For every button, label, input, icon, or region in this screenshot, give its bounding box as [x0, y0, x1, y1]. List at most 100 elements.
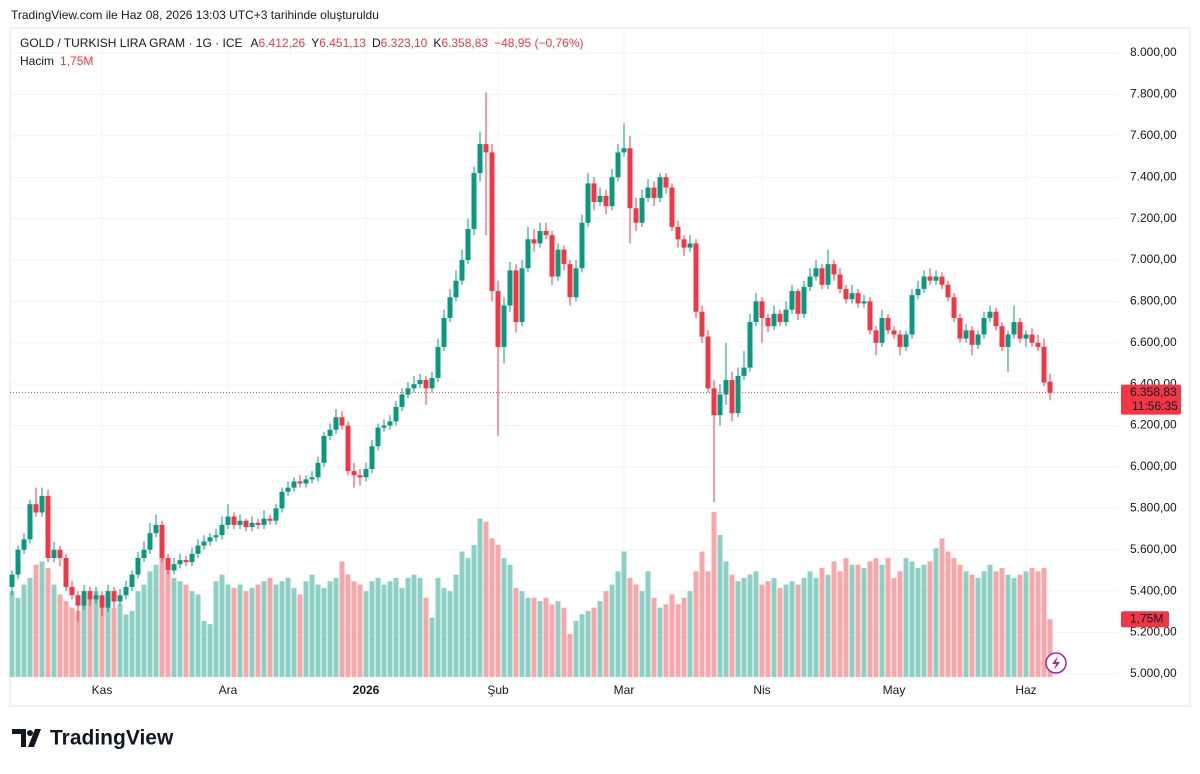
- candle-body: [837, 274, 843, 289]
- volume-bar: [579, 614, 585, 677]
- volume-bar: [321, 587, 327, 677]
- volume-bar: [423, 597, 429, 677]
- candle-body: [261, 518, 267, 525]
- volume-bar: [543, 597, 549, 677]
- y-tick-label: 6.000,00: [1130, 459, 1177, 473]
- candle-body: [939, 276, 945, 285]
- volume-bar: [141, 584, 147, 677]
- volume-bar: [183, 584, 189, 677]
- candle-body: [615, 152, 621, 178]
- candle-body: [825, 264, 831, 285]
- candle-body: [945, 284, 951, 298]
- volume-bar: [123, 614, 129, 677]
- candle-body: [249, 522, 255, 527]
- volume-bar: [735, 581, 741, 677]
- volume-bar: [975, 577, 981, 677]
- volume-bar: [969, 574, 975, 677]
- candle-body: [675, 226, 681, 240]
- candle-body: [291, 481, 297, 488]
- volume-bar: [27, 577, 33, 677]
- volume-bar: [357, 584, 363, 677]
- candle-body: [879, 317, 885, 343]
- candle-body: [795, 291, 801, 314]
- volume-bar: [1041, 568, 1047, 677]
- candle-body: [429, 377, 435, 389]
- candle-body: [117, 595, 123, 602]
- candle-body: [225, 516, 231, 525]
- volume-bar: [231, 587, 237, 677]
- volume-bar: [309, 574, 315, 677]
- candle-body: [1011, 322, 1017, 335]
- volume-bar: [351, 581, 357, 677]
- candle-body: [975, 334, 981, 345]
- candle-body: [351, 471, 357, 476]
- volume-bar: [483, 521, 489, 677]
- volume-bar: [447, 591, 453, 677]
- candle-body: [627, 148, 633, 209]
- volume-bar: [273, 584, 279, 677]
- brand-logo: [12, 729, 41, 747]
- volume-bar: [657, 607, 663, 677]
- candle-body: [375, 427, 381, 447]
- volume-bar: [135, 591, 141, 677]
- volume-bar: [153, 564, 159, 677]
- candle-body: [705, 336, 711, 389]
- volume-bar: [609, 584, 615, 677]
- volume-bar: [1017, 574, 1023, 677]
- candle-body: [267, 518, 273, 521]
- volume-bar: [591, 607, 597, 677]
- candle-body: [765, 317, 771, 327]
- candle-body: [549, 235, 555, 277]
- candle-body: [687, 243, 693, 248]
- legend-low: 6.323,10: [381, 36, 428, 50]
- candle-body: [465, 228, 471, 260]
- volume-bar: [711, 511, 717, 677]
- volume-bar: [99, 597, 105, 677]
- candle-body: [27, 504, 33, 540]
- volume-bar: [951, 558, 957, 677]
- price-badge-value: 6.358,83: [1130, 385, 1177, 399]
- candle-body: [9, 574, 15, 587]
- candle-body: [21, 539, 27, 550]
- volume-bar: [129, 610, 135, 677]
- x-tick-label: Mar: [614, 683, 635, 697]
- candle-body: [315, 462, 321, 478]
- symbol-title: GOLD / TURKISH LIRA GRAM · 1G · ICE: [20, 36, 243, 50]
- y-tick-label: 7.600,00: [1130, 128, 1177, 142]
- y-tick-label: 5.600,00: [1130, 542, 1177, 556]
- candle-body: [483, 144, 489, 153]
- candle-body: [171, 564, 177, 571]
- candle-body: [783, 309, 789, 323]
- candle-body: [141, 549, 147, 559]
- volume-bar: [147, 571, 153, 677]
- volume-bar: [783, 584, 789, 677]
- volume-bar: [501, 558, 507, 677]
- volume-bar: [915, 568, 921, 677]
- candle-body: [543, 231, 549, 236]
- candle-body: [579, 222, 585, 269]
- candle-body: [813, 268, 819, 277]
- candle-body: [153, 524, 159, 534]
- volume-bar: [567, 634, 573, 677]
- volume-bar: [831, 561, 837, 677]
- volume-bar: [471, 544, 477, 677]
- candle-body: [597, 195, 603, 203]
- volume-bar: [243, 591, 249, 677]
- candle-body: [99, 595, 105, 608]
- volume-bar: [921, 564, 927, 677]
- candle-body: [177, 560, 183, 565]
- candle-body: [165, 558, 171, 571]
- candle-body: [621, 148, 627, 153]
- candle-body: [345, 425, 351, 472]
- volume-bar: [873, 558, 879, 677]
- candle-body: [963, 330, 969, 339]
- y-tick-label: 6.200,00: [1130, 418, 1177, 432]
- volume-bar: [573, 620, 579, 677]
- y-tick-label: 8.000,00: [1130, 45, 1177, 59]
- volume-bar: [981, 571, 987, 677]
- x-tick-label: Şub: [487, 683, 509, 697]
- candle-body: [207, 537, 213, 542]
- candle-body: [537, 231, 543, 244]
- candle-body: [927, 276, 933, 281]
- volume-bar: [195, 594, 201, 677]
